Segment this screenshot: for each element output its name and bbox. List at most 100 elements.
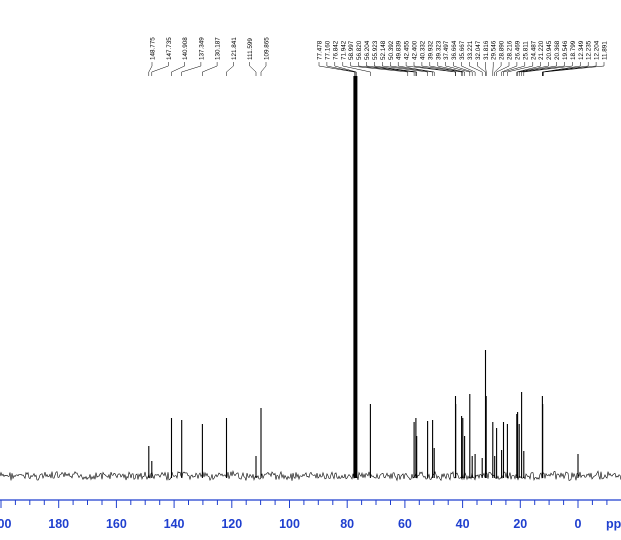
peak-label-connector bbox=[461, 62, 476, 76]
peak-label: 18.799 bbox=[570, 40, 577, 60]
peak-label-connector bbox=[202, 62, 218, 76]
baseline-noise bbox=[0, 470, 621, 482]
peak-label-connector bbox=[496, 62, 510, 76]
x-tick-label: 200 bbox=[0, 517, 11, 531]
x-tick-label: 0 bbox=[575, 517, 582, 531]
peak-label: 137.349 bbox=[198, 37, 205, 60]
peak-label: 42.400 bbox=[412, 40, 419, 60]
peak-connector-group bbox=[148, 62, 605, 76]
peak-label: 29.546 bbox=[491, 40, 498, 60]
peak-label-connector bbox=[542, 62, 597, 76]
peak-label: 148.775 bbox=[150, 37, 157, 60]
peak-label: 147.735 bbox=[166, 37, 173, 60]
peak-label-connector bbox=[366, 62, 417, 76]
peak-label-connector bbox=[151, 62, 169, 76]
peak-label: 12.204 bbox=[594, 40, 601, 60]
peak-label: 31.816 bbox=[483, 40, 490, 60]
peak-label: 35.667 bbox=[459, 40, 466, 60]
peak-label: 111.599 bbox=[247, 38, 254, 60]
peak-label: 21.220 bbox=[538, 40, 545, 60]
peak-label-connector bbox=[397, 62, 435, 76]
peak-label: 19.546 bbox=[562, 40, 569, 60]
peak-label: 42.455 bbox=[404, 40, 411, 60]
peak-label: 52.148 bbox=[380, 40, 387, 60]
peak-label: 76.842 bbox=[332, 40, 339, 60]
peak-label-connector bbox=[260, 62, 267, 76]
x-tick-label: 20 bbox=[513, 517, 527, 531]
peak-label-connector bbox=[429, 62, 464, 76]
spectrum-trace-group bbox=[0, 76, 621, 482]
peak-label-connector bbox=[249, 62, 257, 76]
peak-label: 33.221 bbox=[467, 40, 474, 60]
peak-label-connector bbox=[358, 62, 415, 76]
peak-label-connector bbox=[507, 62, 534, 76]
peak-label: 20.368 bbox=[554, 40, 561, 60]
x-tick-label: 140 bbox=[164, 517, 185, 531]
x-axis-title: ppm bbox=[606, 517, 621, 531]
peak-label-connector bbox=[453, 62, 473, 76]
peak-label: 28.890 bbox=[499, 40, 506, 60]
peak-label-connector bbox=[445, 62, 471, 76]
peak-label: 37.497 bbox=[443, 40, 450, 60]
x-tick-label: 100 bbox=[279, 517, 300, 531]
peak-label-connector bbox=[477, 62, 486, 76]
peak-label: 109.865 bbox=[264, 37, 271, 60]
peak-label: 50.392 bbox=[388, 40, 395, 60]
peak-label: 77.160 bbox=[324, 40, 331, 60]
peak-label-connector bbox=[413, 62, 456, 76]
peak-label: 140.908 bbox=[182, 37, 189, 60]
peak-label: 25.811 bbox=[522, 41, 529, 60]
peak-label-connector bbox=[494, 62, 502, 76]
x-tick-label: 120 bbox=[221, 517, 242, 531]
x-tick-label: 60 bbox=[398, 517, 412, 531]
peak-label-connector bbox=[405, 62, 456, 76]
peak-label: 55.923 bbox=[372, 40, 379, 60]
peak-label-connector bbox=[485, 62, 487, 76]
peak-label-connector bbox=[503, 62, 526, 76]
peak-label: 12.235 bbox=[586, 40, 593, 60]
x-tick-label: 80 bbox=[340, 517, 354, 531]
peak-label-connector bbox=[421, 62, 462, 76]
peak-label-connector bbox=[543, 62, 605, 76]
peak-label: 11.891 bbox=[602, 41, 609, 60]
peak-label: 36.664 bbox=[451, 40, 458, 60]
peak-label-connector bbox=[382, 62, 428, 76]
x-tick-label: 40 bbox=[456, 517, 470, 531]
peak-label-connector bbox=[326, 62, 356, 76]
peak-label: 20.945 bbox=[546, 40, 553, 60]
x-tick-label: 160 bbox=[106, 517, 127, 531]
peak-label-connector bbox=[148, 62, 153, 76]
peak-label: 49.839 bbox=[396, 40, 403, 60]
peak-label: 12.349 bbox=[578, 40, 585, 60]
peak-label-connector bbox=[518, 62, 557, 76]
peak-label-group: 148.775 147.735 140.908 137.349 130.187 121.8… bbox=[150, 37, 609, 60]
peak-label-connector bbox=[318, 62, 355, 76]
peak-label-connector bbox=[501, 62, 518, 76]
peak-label-connector bbox=[437, 62, 465, 76]
peak-label-connector bbox=[542, 62, 581, 76]
peak-label-connector bbox=[181, 62, 202, 76]
peak-label: 26.469 bbox=[514, 40, 521, 60]
peak-label-connector bbox=[171, 62, 185, 76]
peak-label-connector bbox=[523, 62, 573, 76]
peak-label: 28.216 bbox=[507, 40, 514, 60]
peak-label: 130.187 bbox=[215, 37, 222, 60]
peak-label: 56.204 bbox=[364, 40, 371, 60]
peak-label-connector bbox=[516, 62, 541, 76]
peak-label: 71.942 bbox=[340, 40, 347, 60]
peak-label: 39.323 bbox=[435, 40, 442, 60]
peak-label-connector bbox=[390, 62, 433, 76]
peak-label-connector bbox=[469, 62, 483, 76]
peak-label-connector bbox=[374, 62, 417, 76]
peak-label: 56.820 bbox=[356, 40, 363, 60]
peak-label-connector bbox=[521, 62, 565, 76]
peak-label: 24.487 bbox=[530, 40, 537, 60]
x-tick-label: 180 bbox=[48, 517, 69, 531]
peak-label: 58.997 bbox=[348, 40, 355, 60]
peak-label: 32.047 bbox=[475, 40, 482, 60]
peak-label-connector bbox=[226, 62, 234, 76]
peak-label: 77.478 bbox=[317, 40, 324, 60]
peak-label: 40.332 bbox=[419, 40, 426, 60]
peak-label-connector bbox=[517, 62, 549, 76]
